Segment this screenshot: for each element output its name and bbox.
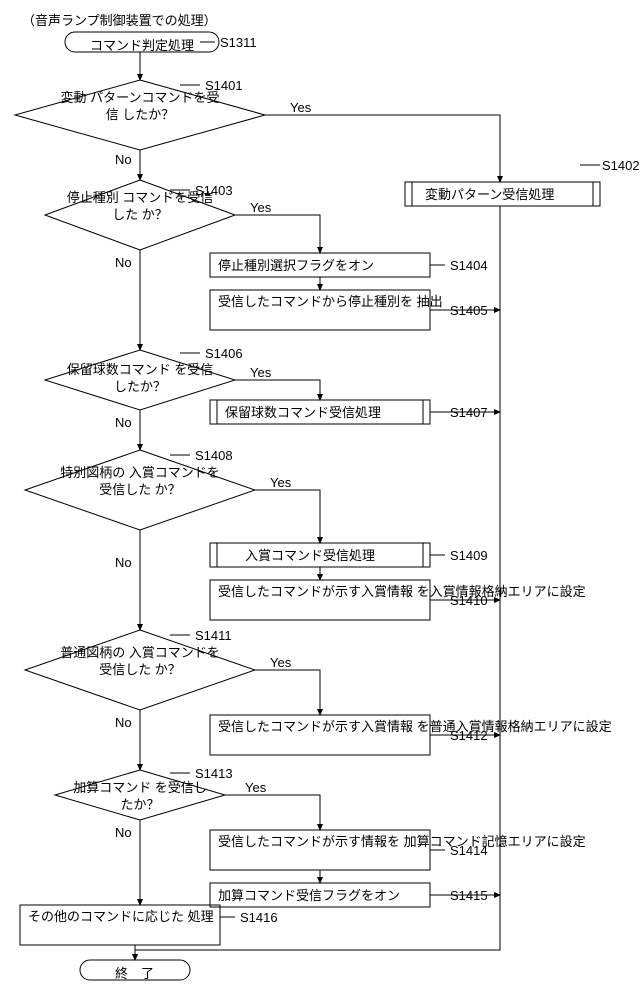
s1405-label: S1405 (450, 303, 488, 318)
d1-text: 変動 パターンコマンドを受信 したか？ (55, 90, 225, 124)
d6-no: No (115, 825, 132, 840)
d2-no: No (115, 255, 132, 270)
p1407-text: 保留球数コマンド受信処理 (225, 405, 381, 422)
d4-no: No (115, 555, 132, 570)
s1311-label: S1311 (220, 35, 257, 50)
s1403-label: S1403 (195, 183, 233, 198)
s1401-label: S1401 (205, 78, 243, 93)
p1404-text: 停止種別選択フラグをオン (218, 258, 374, 275)
d1-no: No (115, 152, 132, 167)
s1406-label: S1406 (205, 346, 243, 361)
s1416-label: S1416 (240, 910, 278, 925)
d2-text: 停止種別 コマンドを受信した か？ (65, 190, 215, 224)
d4-text: 特別図柄の 入賞コマンドを受信した か？ (55, 465, 225, 499)
d5-text: 普通図柄の 入賞コマンドを受信した か？ (55, 645, 225, 679)
s1415-label: S1415 (450, 888, 488, 903)
p1414-text: 受信したコマンドが示す情報を 加算コマンド記憶エリアに設定 (218, 834, 586, 851)
d6-yes: Yes (245, 780, 266, 795)
p1415-text: 加算コマンド受信フラグをオン (218, 888, 400, 905)
p1402-text: 変動パターン受信処理 (425, 187, 554, 204)
p1410-text: 受信したコマンドが示す入賞情報 を入賞情報格納エリアに設定 (218, 584, 586, 601)
p1416-text: その他のコマンドに応じた 処理 (28, 909, 214, 926)
d1-yes: Yes (290, 100, 311, 115)
title-label: （音声ランプ制御装置での処理） (22, 10, 217, 29)
d5-yes: Yes (270, 655, 291, 670)
s1408-label: S1408 (195, 448, 233, 463)
s1413-label: S1413 (195, 766, 233, 781)
d6-text: 加算コマンド を受信したか？ (70, 780, 210, 814)
d3-text: 保留球数コマンド を受信したか？ (65, 362, 215, 396)
p1405-text: 受信したコマンドから停止種別を 抽出 (218, 294, 443, 311)
d4-yes: Yes (270, 475, 291, 490)
s1414-label: S1414 (450, 843, 488, 858)
s1407-label: S1407 (450, 405, 488, 420)
s1404-label: S1404 (450, 258, 488, 273)
p1409-text: 入賞コマンド受信処理 (245, 548, 375, 565)
s1410-label: S1410 (450, 593, 488, 608)
d3-yes: Yes (250, 365, 271, 380)
s1402-label: S1402 (602, 158, 640, 173)
end-label: 終 了 (115, 963, 154, 982)
s1409-label: S1409 (450, 548, 488, 563)
d5-no: No (115, 715, 132, 730)
start-label: コマンド判定処理 (90, 35, 194, 54)
d3-no: No (115, 415, 132, 430)
s1412-label: S1412 (450, 728, 488, 743)
p1412-text: 受信したコマンドが示す入賞情報 を普通入賞情報格納エリアに設定 (218, 719, 612, 736)
s1411-label: S1411 (195, 628, 232, 643)
d2-yes: Yes (250, 200, 271, 215)
